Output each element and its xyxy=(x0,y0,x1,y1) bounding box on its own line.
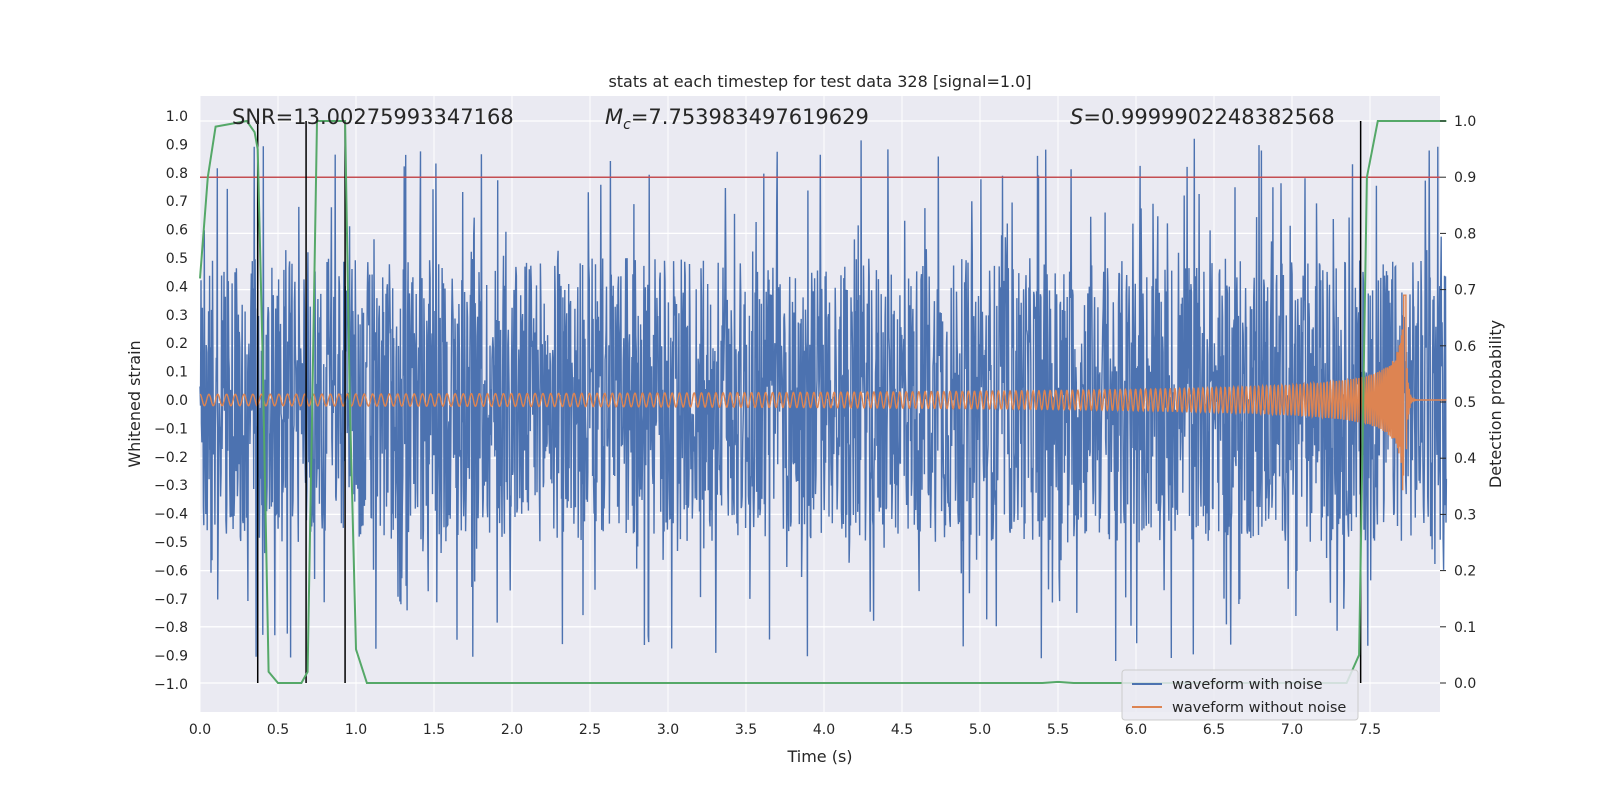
y-tick-label: 0.6 xyxy=(166,223,188,239)
y2-tick-label: 0.5 xyxy=(1454,395,1476,411)
score-symbol: S xyxy=(1070,105,1083,129)
legend-label-clean: waveform without noise xyxy=(1172,700,1346,716)
x-tick-label: 2.5 xyxy=(579,722,601,738)
y-tick-label: −0.2 xyxy=(154,450,188,466)
score-annotation: S=0.9999902248382568 xyxy=(1070,105,1335,129)
chart-title: stats at each timestep for test data 328… xyxy=(608,72,1031,91)
y2-tick-label: 0.1 xyxy=(1454,620,1476,636)
y-tick-label: 0.3 xyxy=(166,308,188,324)
snr-annotation: SNR=13.00275993347168 xyxy=(232,105,514,129)
chirp-mass-subscript: c xyxy=(623,117,631,133)
y-tick-label: 0.4 xyxy=(166,279,188,295)
y2-tick-label: 0.3 xyxy=(1454,507,1476,523)
x-tick-label: 2.0 xyxy=(501,722,523,738)
y-tick-label: 0.7 xyxy=(166,194,188,210)
y2-tick-label: 0.9 xyxy=(1454,170,1476,186)
y-tick-label: −0.8 xyxy=(154,620,188,636)
y2-tick-label: 1.0 xyxy=(1454,114,1476,130)
y-tick-label: 0.1 xyxy=(166,365,188,381)
x-tick-label: 0.5 xyxy=(267,722,289,738)
y-tick-label: −0.9 xyxy=(154,649,188,665)
chirp-mass-value: =7.753983497619629 xyxy=(631,105,869,129)
y-tick-label: −0.6 xyxy=(154,563,188,579)
legend-box xyxy=(1121,669,1359,721)
x-tick-label: 6.0 xyxy=(1125,722,1147,738)
y2-tick-label: 0.6 xyxy=(1454,339,1476,355)
x-tick-label: 4.0 xyxy=(813,722,835,738)
x-axis-label: Time (s) xyxy=(786,747,852,766)
y-tick-label: −0.3 xyxy=(154,478,188,494)
y2-tick-label: 0.8 xyxy=(1454,226,1476,242)
x-tick-label: 3.0 xyxy=(657,722,679,738)
x-tick-label: 1.5 xyxy=(423,722,445,738)
y2-tick-label: 0.0 xyxy=(1454,676,1476,692)
x-tick-label: 7.5 xyxy=(1359,722,1381,738)
y-tick-label: 1.0 xyxy=(166,109,188,125)
chirp-mass-annotation: Mc=7.753983497619629 xyxy=(605,105,869,133)
x-tick-label: 0.0 xyxy=(189,722,211,738)
x-tick-label: 1.0 xyxy=(345,722,367,738)
y2-tick-label: 0.7 xyxy=(1454,283,1476,299)
chirp-mass-symbol: M xyxy=(605,105,623,129)
y2-axis-label: Detection probability xyxy=(1486,320,1505,488)
y2-tick-label: 0.4 xyxy=(1454,451,1476,467)
x-tick-label: 7.0 xyxy=(1281,722,1303,738)
y-tick-label: −0.4 xyxy=(154,507,188,523)
axes-ticks: 0.0 0.5 1.0 1.5 2.0 2.5 3.0 3.5 4.0 4.5 5.0 5.5 6.0 6… xyxy=(154,109,1476,738)
legend-label-noisy: waveform with noise xyxy=(1172,677,1323,693)
y-tick-label: −0.7 xyxy=(154,592,188,608)
y-tick-label: 0.5 xyxy=(166,251,188,267)
y-tick-label: 0.8 xyxy=(166,166,188,182)
y-tick-label: −0.5 xyxy=(154,535,188,551)
x-tick-label: 3.5 xyxy=(735,722,757,738)
clean-waveform-line xyxy=(199,294,1447,491)
y2-tick-label: 0.2 xyxy=(1454,564,1476,580)
score-value: =0.9999902248382568 xyxy=(1083,105,1334,129)
x-tick-label: 5.5 xyxy=(1047,722,1069,738)
x-tick-label: 6.5 xyxy=(1203,722,1225,738)
noisy-waveform-line xyxy=(199,138,1448,662)
y-tick-label: 0.9 xyxy=(166,137,188,153)
y-tick-label: 0.2 xyxy=(166,336,188,352)
y-axis-label: Whitened strain xyxy=(125,340,144,467)
legend: waveform with noise waveform without noi… xyxy=(1121,669,1359,721)
x-tick-label: 4.5 xyxy=(891,722,913,738)
y-tick-label: 0.0 xyxy=(166,393,188,409)
y-tick-label: −1.0 xyxy=(154,677,188,693)
y-tick-label: −0.1 xyxy=(154,421,188,437)
x-tick-label: 5.0 xyxy=(969,722,991,738)
